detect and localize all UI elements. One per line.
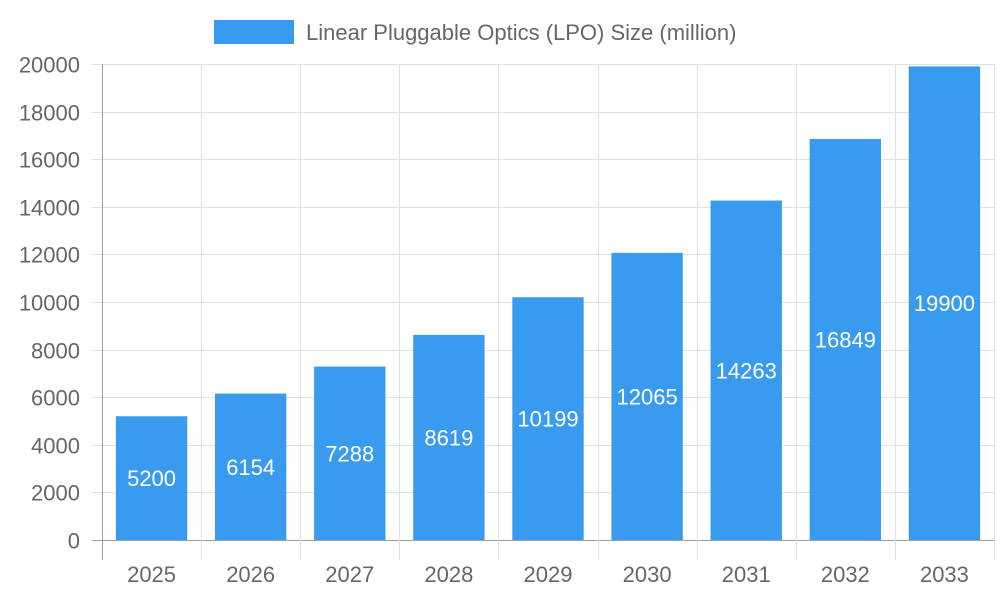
data-label: 6154 xyxy=(226,455,275,480)
y-tick-label: 8000 xyxy=(31,339,80,364)
y-tick-label: 20000 xyxy=(19,53,80,78)
x-tick-label: 2033 xyxy=(920,562,969,587)
data-label: 14263 xyxy=(716,358,777,383)
bar-2029 xyxy=(512,297,584,540)
bar-2025 xyxy=(115,416,188,540)
y-tick-label: 4000 xyxy=(31,434,80,459)
x-tick-label: 2029 xyxy=(524,562,573,587)
x-tick-label: 2032 xyxy=(821,562,870,587)
data-label: 12065 xyxy=(617,384,678,409)
y-tick-label: 16000 xyxy=(19,148,80,173)
bar-2027 xyxy=(314,366,386,540)
x-tick-label: 2031 xyxy=(722,562,771,587)
y-tick-label: 6000 xyxy=(31,386,80,411)
legend-swatch xyxy=(214,20,294,44)
x-tick-label: 2028 xyxy=(424,562,473,587)
bar-2031 xyxy=(710,200,782,541)
legend[interactable]: Linear Pluggable Optics (LPO) Size (mill… xyxy=(214,20,736,45)
bar-2028 xyxy=(413,334,485,540)
bars: 5200 6154 7288 8619 10199 12065 14263 16849 1990… xyxy=(115,66,981,541)
x-tick-label: 2027 xyxy=(325,562,374,587)
bar-2032 xyxy=(809,138,882,540)
data-label: 19900 xyxy=(914,291,975,316)
legend-label: Linear Pluggable Optics (LPO) Size (mill… xyxy=(306,20,736,45)
y-tick-label: 2000 xyxy=(31,481,80,506)
y-tick-label: 10000 xyxy=(19,291,80,316)
data-label: 5200 xyxy=(127,466,176,491)
data-label: 10199 xyxy=(517,407,578,432)
y-tick-label: 12000 xyxy=(19,243,80,268)
bar-2026 xyxy=(214,393,287,540)
x-tick-label: 2026 xyxy=(226,562,275,587)
y-tick-label: 18000 xyxy=(19,101,80,126)
y-tick-label: 14000 xyxy=(19,196,80,221)
x-tick-label: 2030 xyxy=(623,562,672,587)
bar-2033 xyxy=(908,66,981,540)
x-tick-label: 2025 xyxy=(127,562,176,587)
y-tick-label: 0 xyxy=(68,529,80,554)
data-label: 8619 xyxy=(424,425,473,450)
bar-2030 xyxy=(611,252,683,540)
data-label: 7288 xyxy=(325,441,374,466)
axes: 0 2000 4000 6000 8000 10000 12000 14000 16000 180… xyxy=(19,53,969,588)
data-label: 16849 xyxy=(815,327,876,352)
